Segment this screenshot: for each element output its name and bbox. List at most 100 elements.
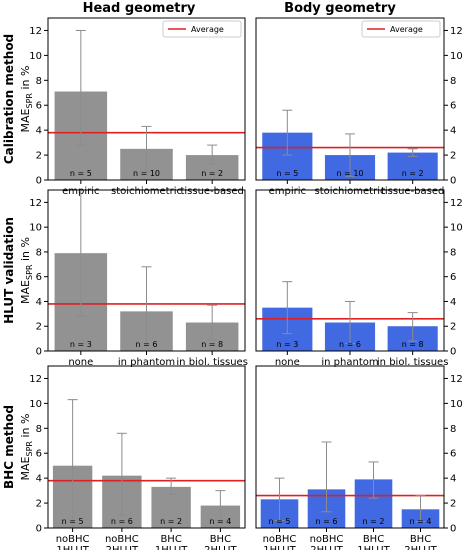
y-tick-label: 12 — [29, 198, 42, 209]
n-label: n = 10 — [336, 169, 363, 178]
n-label: n = 3 — [70, 340, 92, 349]
x-tick-label: none — [275, 357, 300, 368]
panels-group: n = 5 n = 10 n = 2 0 2 4 6 8 10 12 empiric stoichio… — [2, 17, 463, 550]
panel-1-1: n = 3 n = 6 n = 8 0 2 4 6 8 10 12 none in phantomin… — [255, 189, 463, 368]
y-tick-label: 2 — [450, 499, 456, 510]
y-tick-label: 0 — [450, 347, 456, 358]
y-tick-label: 6 — [36, 449, 42, 460]
y-tick-label: 10 — [450, 399, 463, 410]
n-label: n = 5 — [70, 169, 92, 178]
legend-label: Average — [191, 25, 224, 34]
x-tick-label: tissue-based — [381, 186, 444, 197]
panel-1-0: n = 3 n = 6 n = 8 0 2 4 6 8 10 12 none in phantom in… — [2, 189, 248, 368]
n-label: n = 4 — [209, 517, 231, 526]
x-tick-label: none — [68, 357, 93, 368]
y-tick-label: 10 — [450, 223, 463, 234]
row-title: HLUT validation — [2, 217, 16, 324]
n-label: n = 10 — [133, 169, 160, 178]
n-label: n = 6 — [136, 340, 158, 349]
y-tick-label: 4 — [36, 126, 42, 137]
y-tick-label: 12 — [29, 374, 42, 385]
x-tick-label: noBHC1HLUT — [263, 534, 297, 550]
panel-frame — [47, 365, 246, 529]
x-tick-label: in phantom — [118, 357, 175, 368]
n-label: n = 5 — [62, 517, 84, 526]
y-tick-label: 12 — [450, 26, 463, 37]
x-tick-label: stoichiometric — [315, 186, 386, 197]
y-tick-label: 10 — [29, 399, 42, 410]
x-tick-label: in phantom — [321, 357, 378, 368]
y-tick-label: 12 — [450, 198, 463, 209]
x-tick-label: stoichiometric — [111, 186, 182, 197]
y-tick-label: 4 — [450, 474, 456, 485]
y-tick-label: 10 — [29, 51, 42, 62]
row-title: Calibration method — [2, 34, 16, 164]
y-tick-label: 4 — [450, 126, 456, 137]
y-tick-label: 0 — [450, 176, 456, 187]
y-tick-label: 8 — [36, 76, 42, 87]
n-label: n = 4 — [410, 517, 432, 526]
y-tick-label: 2 — [36, 151, 42, 162]
x-tick-label: BHC1HLUT — [155, 534, 188, 550]
panel-0-1: n = 5 n = 10 n = 2 0 2 4 6 8 10 12 empiric stoichio… — [255, 17, 463, 197]
n-label: n = 3 — [276, 340, 298, 349]
y-tick-label: 2 — [36, 322, 42, 333]
n-label: n = 2 — [402, 169, 424, 178]
column-title-head: Head geometry — [83, 1, 196, 16]
x-tick-label: BHC2HLUT — [404, 534, 437, 550]
y-tick-label: 4 — [36, 474, 42, 485]
y-axis-label: MAESPR in % — [19, 414, 34, 481]
y-tick-label: 6 — [36, 101, 42, 112]
x-tick-label: tissue-based — [180, 186, 243, 197]
y-tick-label: 6 — [36, 272, 42, 283]
legend-box — [162, 20, 242, 38]
n-label: n = 6 — [339, 340, 361, 349]
y-tick-label: 6 — [450, 272, 456, 283]
n-label: n = 6 — [111, 517, 133, 526]
y-tick-label: 0 — [450, 524, 456, 535]
x-tick-label: in biol. tissues — [377, 357, 449, 368]
bar — [387, 152, 438, 180]
y-tick-label: 6 — [450, 449, 456, 460]
n-label: n = 8 — [402, 340, 424, 349]
y-axis-label: MAESPR in % — [19, 237, 34, 304]
n-label: n = 5 — [269, 517, 291, 526]
x-tick-label: empiric — [269, 186, 306, 197]
n-label: n = 2 — [160, 517, 182, 526]
y-tick-label: 8 — [450, 424, 456, 435]
y-tick-label: 2 — [450, 322, 456, 333]
y-tick-label: 4 — [450, 297, 456, 308]
y-tick-label: 12 — [29, 26, 42, 37]
x-tick-label: noBHC2HLUT — [105, 534, 139, 550]
y-tick-label: 6 — [450, 101, 456, 112]
panel-frame — [255, 365, 445, 529]
x-tick-label: noBHC1HLUT — [56, 534, 90, 550]
y-axis-label: MAESPR in % — [19, 66, 34, 133]
y-tick-label: 0 — [36, 347, 42, 358]
y-tick-label: 10 — [29, 223, 42, 234]
panel-2-0: n = 5 n = 6 n = 2 n = 4 0 2 4 6 8 10 12 noBHC1HLUT n… — [2, 365, 246, 550]
panel-2-1: n = 5 n = 6 n = 2 n = 4 0 2 4 6 8 10 12 noBHC1HLUT n… — [255, 365, 463, 550]
n-label: n = 2 — [363, 517, 385, 526]
y-tick-label: 0 — [36, 524, 42, 535]
legend-label: Average — [390, 25, 423, 34]
y-tick-label: 2 — [450, 151, 456, 162]
x-tick-label: BHC2HLUT — [204, 534, 237, 550]
y-tick-label: 12 — [450, 374, 463, 385]
y-tick-label: 4 — [36, 297, 42, 308]
x-tick-label: in biol. tissues — [176, 357, 248, 368]
n-label: n = 8 — [201, 340, 223, 349]
y-tick-label: 8 — [450, 247, 456, 258]
y-tick-label: 2 — [36, 499, 42, 510]
n-label: n = 6 — [316, 517, 338, 526]
y-tick-label: 8 — [450, 76, 456, 87]
x-tick-label: BHC1HLUT — [357, 534, 390, 550]
y-tick-label: 8 — [36, 424, 42, 435]
y-tick-label: 0 — [36, 176, 42, 187]
column-title-body: Body geometry — [284, 1, 396, 16]
y-tick-label: 10 — [450, 51, 463, 62]
legend-box — [361, 20, 441, 38]
n-label: n = 5 — [276, 169, 298, 178]
n-label: n = 2 — [201, 169, 223, 178]
